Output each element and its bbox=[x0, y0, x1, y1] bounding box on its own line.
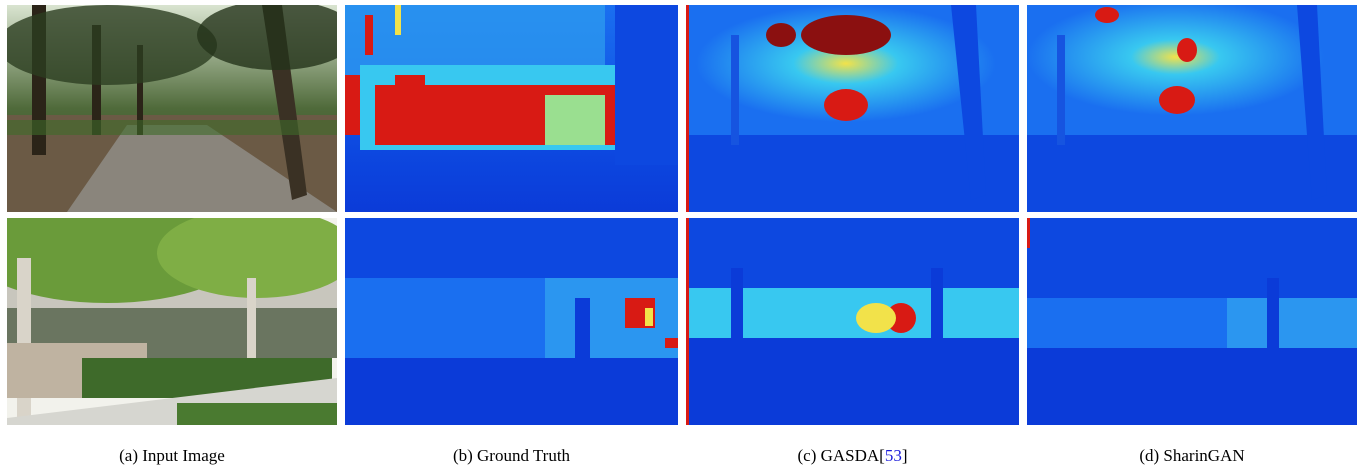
gasda-depth-row2 bbox=[686, 218, 1019, 425]
citation-link[interactable]: 53 bbox=[884, 446, 902, 465]
caption-text: (c) GASDA[ bbox=[797, 446, 885, 465]
caption-sharingan: (d) SharinGAN bbox=[1027, 446, 1357, 466]
caption-gasda: (c) GASDA[53] bbox=[686, 446, 1019, 466]
sharingan-depth-row2 bbox=[1027, 218, 1357, 425]
caption-text: (b) Ground Truth bbox=[452, 446, 571, 465]
caption-text: (a) Input Image bbox=[119, 446, 225, 465]
ground-truth-depth-row2 bbox=[345, 218, 678, 425]
gasda-depth-row1 bbox=[686, 5, 1019, 212]
sharingan-depth-row1 bbox=[1027, 5, 1357, 212]
caption-text: (d) SharinGAN bbox=[1139, 446, 1245, 465]
caption-ground-truth: (b) Ground Truth bbox=[345, 446, 678, 466]
input-image-row2 bbox=[7, 218, 337, 425]
caption-text-end: ] bbox=[901, 446, 908, 465]
caption-input-image: (a) Input Image bbox=[7, 446, 337, 466]
ground-truth-depth-row1 bbox=[345, 5, 678, 212]
input-image-row1 bbox=[7, 5, 337, 212]
